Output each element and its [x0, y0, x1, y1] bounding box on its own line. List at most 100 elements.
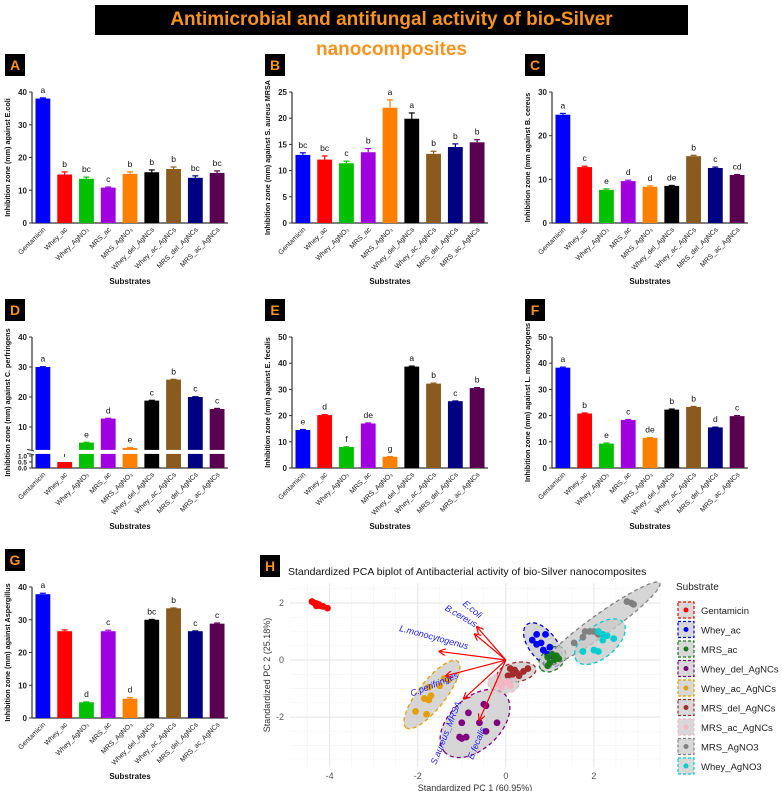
- significance-letter: bc: [82, 164, 92, 174]
- y-axis-label: Inhibition zone (mm) against E. fecalis: [263, 337, 272, 468]
- y-tick-label: 40: [18, 583, 27, 592]
- significance-letter: e: [604, 430, 609, 440]
- data-point: [579, 648, 587, 655]
- bar: [469, 142, 485, 223]
- data-point: [603, 632, 611, 640]
- data-point: [324, 604, 331, 612]
- bar: [166, 168, 181, 223]
- y-tick-label: 10: [538, 438, 547, 447]
- significance-letter: de: [645, 425, 655, 435]
- y-tick-label: 25: [278, 88, 287, 97]
- significance-letter: b: [582, 400, 587, 410]
- data-point: [539, 646, 547, 654]
- legend-dot: [683, 627, 689, 632]
- bar: [100, 631, 116, 718]
- y-tick-label: 10: [18, 681, 27, 690]
- x-axis-label: Substrates: [109, 277, 151, 286]
- legend-dot: [683, 705, 689, 710]
- significance-letter: b: [691, 393, 696, 403]
- bar: [166, 608, 181, 718]
- y-axis-label: Inhibition zone (mm) against E.coli: [3, 98, 12, 217]
- y-tick-label: 40: [18, 333, 27, 342]
- legend-label: MRS_ac: [701, 645, 738, 656]
- panel-a: 0 10 20 30 40 Inhibition zone (mm) against E.…: [0, 50, 260, 290]
- significance-letter: c: [626, 407, 631, 417]
- significance-letter: b: [149, 157, 154, 167]
- bar: [447, 147, 463, 223]
- bar: [100, 418, 116, 468]
- axis-break-gap: [28, 449, 228, 454]
- significance-letter: a: [409, 100, 414, 110]
- legend-dot: [683, 666, 689, 671]
- bar: [360, 152, 376, 223]
- significance-letter: b: [171, 366, 176, 376]
- bar: [555, 114, 571, 223]
- significance-letter: b: [431, 138, 436, 148]
- x-tick-label: MRS_del_AgNCs: [676, 471, 720, 515]
- bar-chart-g: 0 10 20 30 40 Inhibition zone (mm) against As…: [3, 580, 228, 781]
- axis-break-mark: [26, 452, 35, 456]
- data-point: [546, 643, 554, 651]
- y-axis-label: Standardized PC 2 (25.18%): [262, 618, 272, 733]
- legend-label: Whey_AgNO3: [701, 762, 762, 773]
- bar: [79, 442, 94, 468]
- x-axis-label: Substrates: [109, 522, 151, 531]
- bar: [295, 154, 311, 223]
- bar: [57, 631, 73, 718]
- data-point: [533, 630, 541, 638]
- bar: [317, 415, 333, 468]
- panel-h: Standardized PCA biplot of Antibacterial…: [260, 555, 783, 791]
- significance-letter: c: [583, 153, 588, 163]
- bar: [426, 153, 441, 223]
- x-tick-label: Gentamicin: [17, 226, 47, 256]
- y-tick-label: 0: [23, 714, 28, 723]
- legend-dot: [683, 744, 689, 749]
- axis-break-mark: [26, 448, 35, 452]
- bar: [100, 187, 116, 223]
- data-point: [610, 635, 618, 643]
- panel-g: 0 10 20 30 40 Inhibition zone (mm) against As…: [0, 545, 260, 785]
- x-tick-label: 0: [503, 771, 508, 781]
- loading-arrow: [477, 627, 507, 661]
- y-tick-label: 0: [283, 464, 288, 473]
- significance-letter: d: [128, 685, 133, 695]
- bar: [144, 400, 160, 468]
- significance-letter: b: [669, 396, 674, 406]
- significance-letter: b: [171, 595, 176, 605]
- significance-letter: de: [667, 172, 677, 182]
- loading-arrow: [479, 659, 507, 720]
- y-tick-label: 40: [18, 88, 27, 97]
- x-tick-label: Gentamicin: [277, 226, 307, 256]
- bar: [209, 623, 225, 718]
- y-tick-label: 10: [18, 423, 27, 432]
- y-tick-label: 40: [278, 359, 287, 368]
- panel-label: A: [5, 54, 25, 76]
- x-tick-label: 2: [591, 771, 596, 781]
- y-tick-label: 10: [18, 186, 27, 195]
- significance-letter: d: [648, 173, 653, 183]
- significance-letter: cd: [733, 162, 742, 172]
- bar: [577, 167, 593, 223]
- bar: [404, 118, 420, 223]
- significance-letter: f: [63, 449, 66, 459]
- y-tick-label: 0: [283, 219, 288, 228]
- significance-letter: c: [215, 395, 220, 405]
- x-axis-label: Substrates: [629, 522, 671, 531]
- data-point: [542, 630, 549, 638]
- data-point: [579, 633, 587, 641]
- panel-label: D: [5, 299, 25, 321]
- x-tick-label: Gentamicin: [277, 471, 307, 501]
- significance-letter: bc: [191, 163, 201, 173]
- data-point: [515, 672, 523, 680]
- panel-label: E: [265, 299, 285, 321]
- significance-letter: a: [388, 87, 393, 97]
- bar: [599, 189, 614, 223]
- bar-chart-e: 0 10 20 30 40 50 Inhibition zone (mm) against …: [263, 333, 488, 531]
- y-tick-label: 30: [18, 616, 27, 625]
- data-point: [493, 719, 501, 727]
- significance-letter: d: [322, 402, 327, 412]
- data-point: [462, 733, 470, 741]
- y-tick-label: 20: [538, 412, 547, 421]
- significance-letter: b: [475, 127, 480, 137]
- bar: [707, 167, 723, 223]
